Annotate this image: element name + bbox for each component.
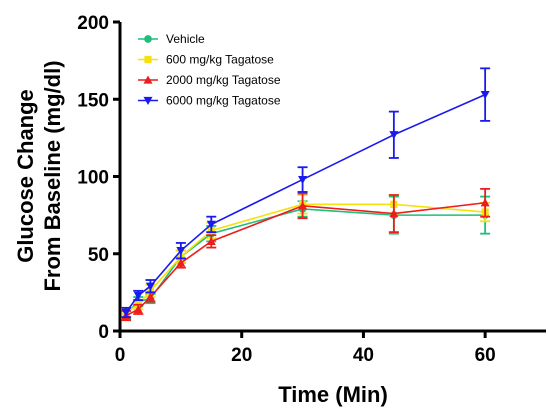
y-tick-label: 200 [77, 13, 109, 34]
x-tick-label: 60 [475, 345, 496, 366]
legend-label: 2000 mg/kg Tagatose [166, 73, 281, 87]
legend-marker [144, 35, 152, 43]
legend-marker [144, 55, 152, 64]
legend-entry-3: 2000 mg/kg Tagatose [138, 73, 281, 87]
y-tick-label: 100 [77, 168, 109, 189]
data-point [480, 91, 490, 100]
plot-area [121, 67, 491, 322]
data-point [480, 198, 490, 207]
x-tick-label: 0 [115, 345, 126, 366]
legend-entry-1: Vehicle [138, 32, 205, 46]
legend-label: 600 mg/kg Tagatose [166, 53, 274, 67]
x-tick-label: 40 [353, 345, 374, 366]
y-tick-label: 50 [88, 245, 109, 266]
y-axis-title-line-2: From Baseline (mg/dl) [40, 60, 65, 291]
data-point [298, 175, 308, 185]
legend: Vehicle 600 mg/kg Tagatose 2000 mg/kg Taga… [138, 32, 281, 108]
data-point [133, 291, 143, 300]
data-point [145, 282, 155, 291]
x-tick-label: 20 [231, 345, 252, 366]
legend-entry-2: 600 mg/kg Tagatose [138, 53, 274, 67]
data-point [389, 209, 399, 218]
data-point [145, 292, 155, 301]
series-line [125, 201, 486, 317]
legend-label: 6000 mg/kg Tagatose [166, 94, 281, 108]
data-point [298, 201, 308, 210]
data-point [121, 308, 131, 317]
legend-entry-4: 6000 mg/kg Tagatose [138, 94, 281, 108]
x-axis-title: Time (Min) [278, 382, 388, 407]
data-point [176, 258, 186, 267]
series-3 [121, 187, 491, 322]
legend-label: Vehicle [166, 32, 205, 46]
y-tick-label: 150 [77, 90, 109, 111]
series-4 [121, 67, 491, 318]
y-tick-label: 0 [98, 322, 109, 343]
ticks: 0 20 40 60 0 50 100 150 200 [77, 13, 495, 366]
legend-marker [143, 75, 153, 84]
data-point [133, 304, 143, 313]
data-point [389, 131, 399, 140]
data-point [176, 247, 186, 256]
y-axis-title-line-1: Glucose Change [13, 89, 38, 263]
legend-marker [143, 96, 153, 105]
data-point [206, 220, 216, 229]
data-point [206, 236, 216, 245]
